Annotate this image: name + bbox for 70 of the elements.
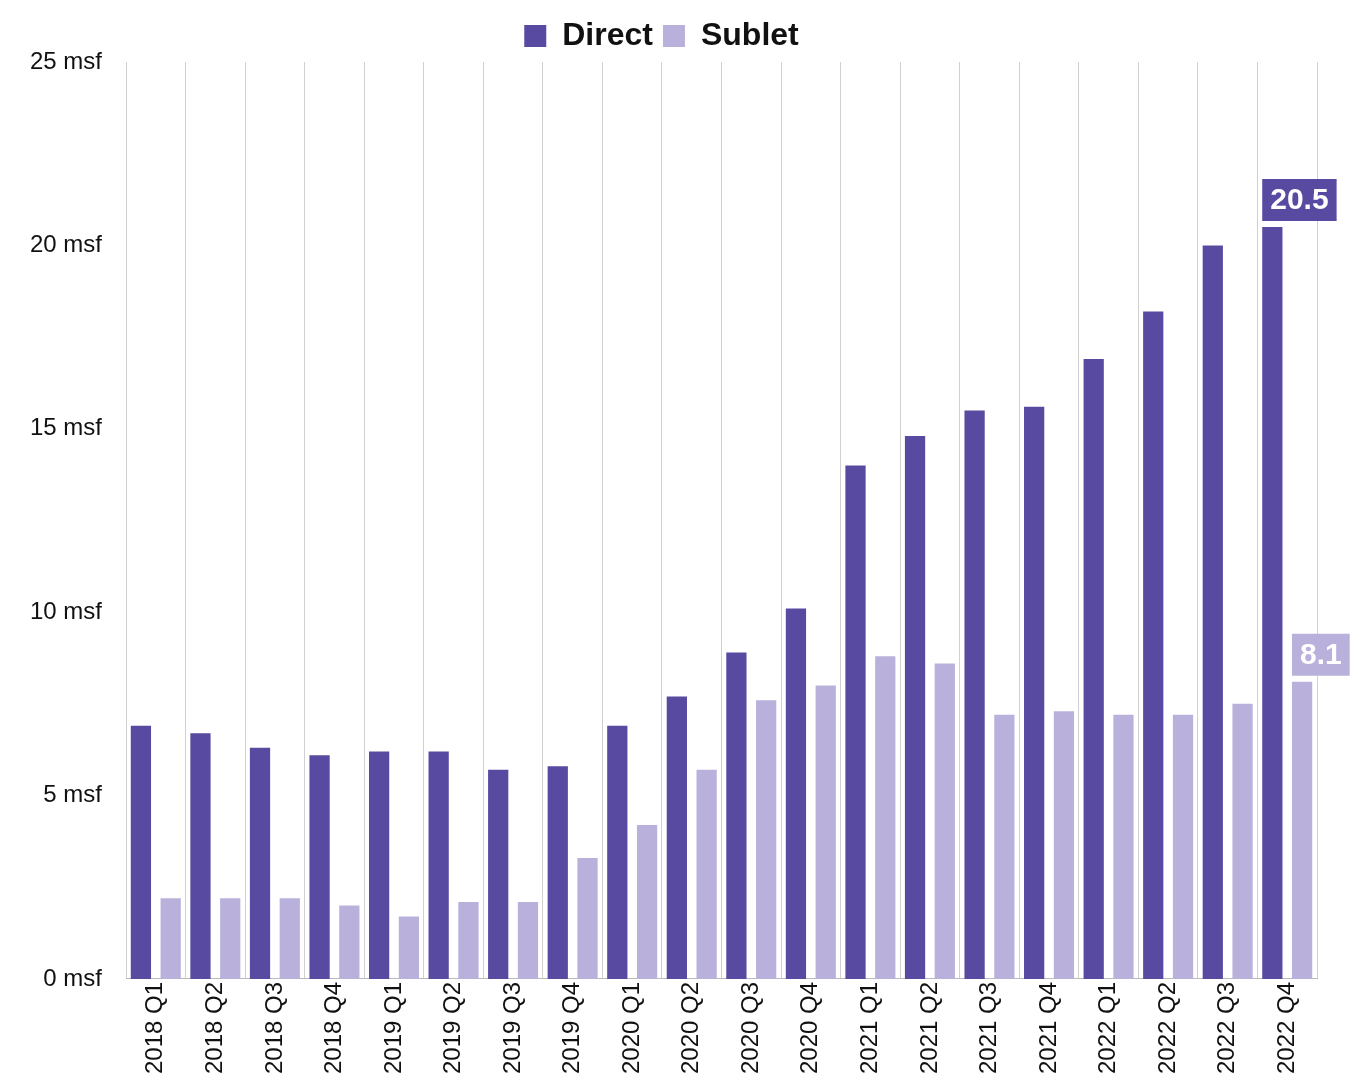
x-tick-label: 2021 Q4 (1033, 981, 1061, 1074)
bar (339, 905, 360, 979)
bar (726, 652, 747, 979)
x-tick-label: 2020 Q4 (795, 981, 823, 1074)
bar (309, 755, 330, 979)
bar (1143, 311, 1164, 979)
bar (845, 465, 866, 979)
x-tick-label: 2021 Q3 (974, 981, 1002, 1074)
x-tick-label: 2018 Q2 (199, 981, 227, 1074)
x-tick-label: 2022 Q2 (1152, 981, 1180, 1074)
data-label: 20.5 (1270, 182, 1329, 216)
bar (130, 725, 152, 979)
bar (785, 608, 807, 979)
x-tick-label: 2020 Q1 (616, 981, 644, 1074)
bar (994, 714, 1015, 979)
bar (577, 857, 598, 979)
bar (636, 824, 658, 979)
y-tick-label: 15 msf (29, 413, 103, 441)
x-tick-label: 2022 Q4 (1271, 981, 1299, 1074)
bar (756, 700, 777, 979)
bar (696, 769, 717, 979)
y-tick-label: 0 msf (43, 963, 103, 991)
x-tick-label: 2018 Q3 (259, 981, 287, 1074)
x-tick-label: 2021 Q2 (914, 981, 942, 1074)
y-tick-label: 5 msf (43, 780, 103, 808)
bar (547, 766, 568, 979)
x-tick-label: 2020 Q2 (676, 981, 704, 1074)
bar (934, 663, 955, 979)
bar (458, 901, 479, 979)
legend-label: Direct (562, 15, 654, 52)
x-tick-label: 2019 Q2 (438, 981, 466, 1074)
bar (964, 410, 985, 979)
bar (1291, 681, 1313, 979)
bar (368, 751, 390, 979)
y-tick-label: 25 msf (29, 46, 103, 74)
bar (249, 747, 271, 979)
bar (1262, 227, 1283, 979)
legend-label: Sublet (700, 15, 800, 52)
bar (279, 898, 300, 979)
x-tick-label: 2019 Q4 (557, 981, 585, 1074)
bar (607, 725, 628, 979)
x-tick-label: 2020 Q3 (735, 981, 763, 1074)
bar (1024, 406, 1045, 979)
bar (160, 898, 181, 979)
x-tick-label: 2019 Q1 (378, 981, 406, 1074)
data-label: 8.1 (1299, 637, 1342, 671)
bar (1113, 714, 1134, 979)
bar (875, 656, 896, 979)
y-tick-label: 20 msf (29, 230, 103, 258)
x-tick-label: 2022 Q1 (1093, 981, 1121, 1074)
bar (1232, 703, 1253, 979)
y-tick-label: 10 msf (29, 596, 103, 624)
bar (1202, 245, 1223, 979)
bar (220, 898, 241, 979)
x-tick-label: 2019 Q3 (497, 981, 525, 1074)
bar (1083, 359, 1104, 979)
bar (666, 696, 687, 979)
bar (488, 769, 509, 979)
x-tick-label: 2018 Q1 (140, 981, 168, 1074)
x-tick-label: 2022 Q3 (1212, 981, 1240, 1074)
bar (1053, 711, 1075, 979)
bar (398, 916, 419, 979)
bar (1172, 714, 1194, 979)
bar (815, 685, 836, 979)
bar (190, 733, 211, 979)
x-tick-label: 2018 Q4 (319, 981, 347, 1074)
bar (428, 751, 449, 979)
bar (904, 436, 926, 979)
bar (517, 901, 539, 979)
x-tick-label: 2021 Q1 (855, 981, 883, 1074)
